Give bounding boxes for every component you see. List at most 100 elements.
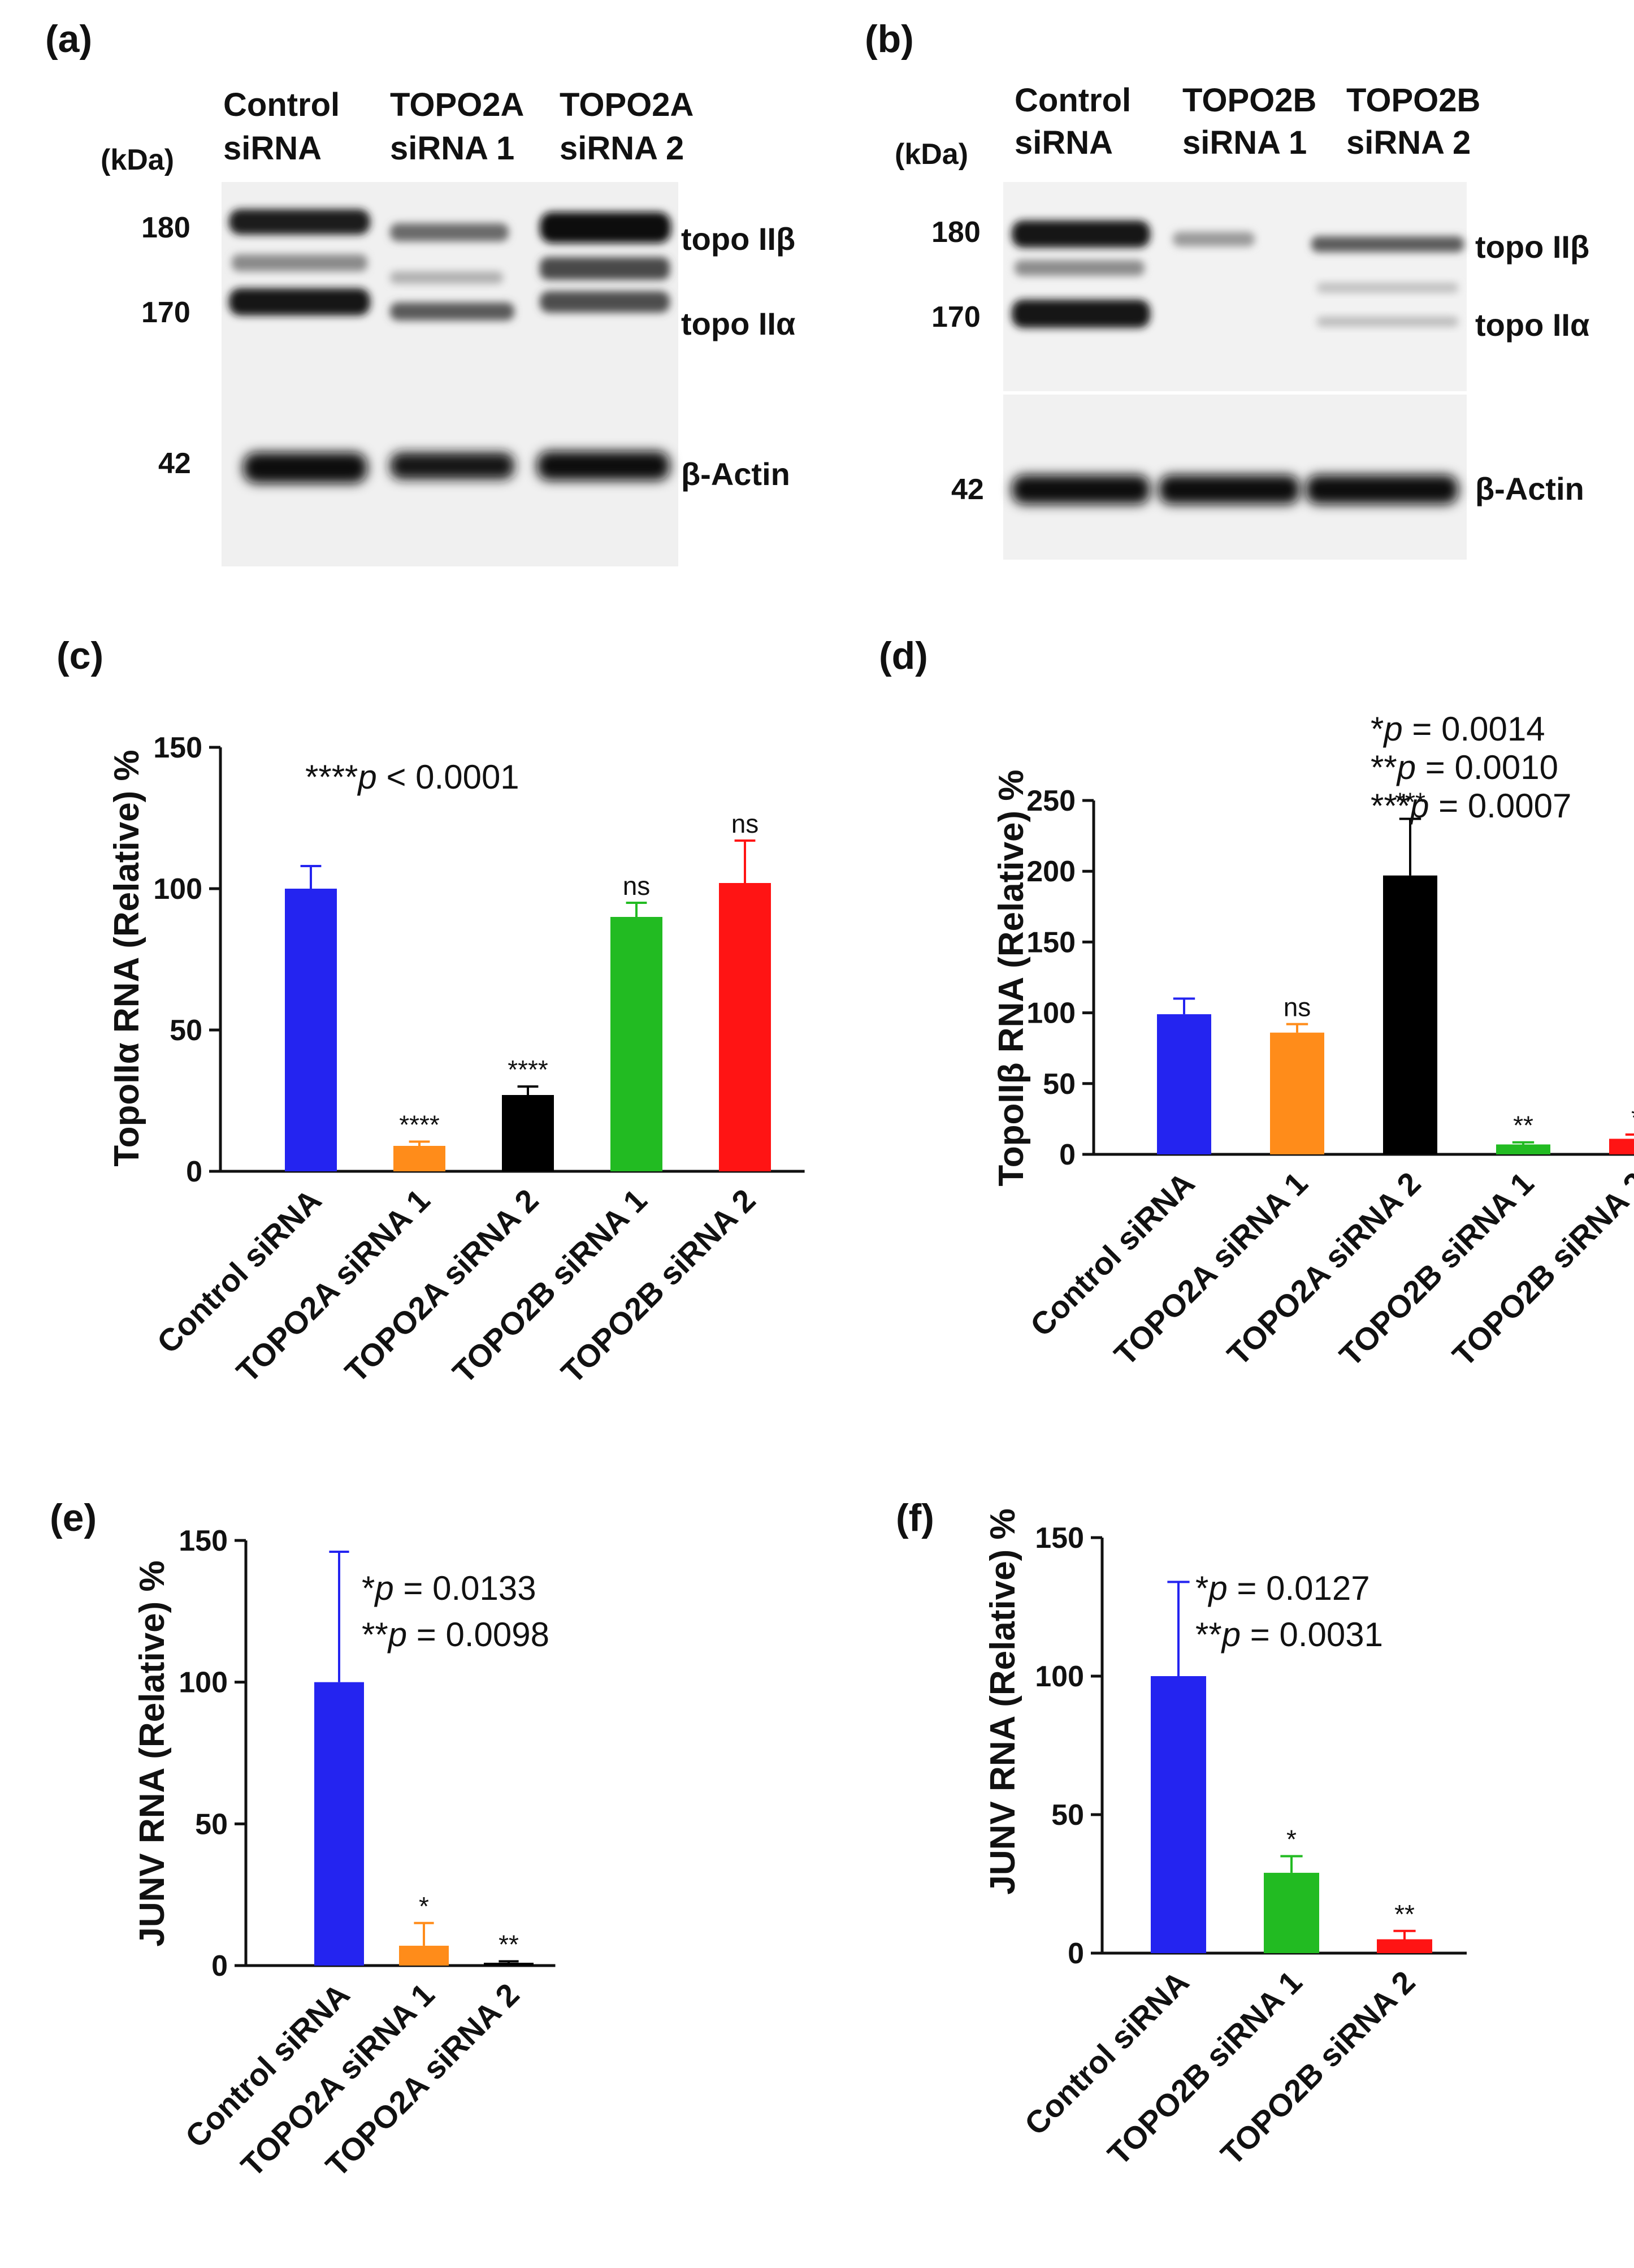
blot-a-lane-2-line-2: siRNA 1 [390, 130, 514, 167]
blot-a-lane-3-line-1: TOPO2A [560, 86, 694, 123]
bar [1151, 1676, 1206, 1953]
x-tick-label: TOPO2B siRNA 2 [554, 1182, 762, 1390]
significance-label: *** [1395, 787, 1425, 817]
blot-b-marker-180: 180 [931, 216, 981, 249]
blot-b-lane-1-line-1: Control [1015, 82, 1131, 119]
blot-b-band [1015, 260, 1145, 276]
blot-a-band [232, 254, 367, 271]
bar [1496, 1144, 1550, 1154]
p-value-symbol: p [1409, 787, 1429, 825]
blot-a-kda-label: (kDa) [101, 144, 174, 176]
significance-label: **** [508, 1055, 548, 1084]
blot-a-lane-2-line-1: TOPO2A [390, 86, 524, 123]
y-tick-label: 200 [1026, 855, 1076, 888]
blot-a-band [540, 291, 670, 313]
p-value-symbol: p [374, 1569, 393, 1607]
y-tick-label: 50 [170, 1014, 202, 1047]
p-value-number: < 0.0001 [377, 758, 519, 796]
p-value-annotation: **p = 0.0031 [1195, 1616, 1383, 1654]
blot-b-band [1012, 220, 1150, 248]
y-tick-label: 250 [1026, 785, 1076, 817]
bar [314, 1682, 364, 1966]
blot-a-band [540, 257, 670, 280]
p-value-stars: * [362, 1569, 375, 1607]
x-tick-label: TOPO2B siRNA 2 [1213, 1964, 1421, 2172]
blot-b-lane-1-line-2: siRNA [1015, 124, 1113, 161]
blot-a-membrane [222, 182, 678, 566]
blot-a-band-label-topo-iib: topo IIβ [681, 221, 795, 257]
p-value-stars: **** [305, 758, 358, 796]
blot-b-band [1173, 232, 1255, 246]
bar [484, 1962, 534, 1966]
p-value-annotation: ***p = 0.0007 [1371, 787, 1571, 825]
y-tick-label: 50 [1043, 1068, 1076, 1101]
significance-label: ** [1513, 1111, 1533, 1140]
significance-label: ns [623, 871, 651, 901]
bar [1377, 1939, 1432, 1953]
y-tick-label: 0 [1059, 1139, 1076, 1171]
blot-a-marker-42: 42 [158, 447, 191, 480]
x-tick-label: TOPO2B siRNA 2 [1445, 1165, 1634, 1373]
blot-b-kda-label: (kDa) [895, 138, 968, 171]
p-value-symbol: p [1382, 710, 1402, 748]
blot-b-marker-170: 170 [931, 301, 981, 334]
y-axis-label: JUNV RNA (Relative) % [983, 1508, 1022, 1894]
blot-b-band [1311, 236, 1464, 252]
y-axis-label: TopoIIβ RNA (Relative) % [992, 769, 1031, 1186]
x-tick-label: TOPO2A siRNA 1 [229, 1182, 437, 1390]
blot-a-band [243, 452, 367, 483]
significance-label: ** [1394, 1899, 1415, 1929]
p-value-stars: * [1371, 710, 1384, 748]
blot-b-band [1306, 475, 1458, 504]
bar [1270, 1032, 1324, 1154]
x-tick-label: TOPO2B siRNA 1 [1100, 1964, 1308, 2172]
y-tick-label: 0 [211, 1950, 228, 1983]
p-value-number: = 0.0010 [1416, 748, 1558, 786]
p-value-annotation: *p = 0.0014 [1371, 710, 1545, 748]
p-value-number: = 0.0007 [1429, 787, 1571, 825]
x-tick-label: TOPO2A siRNA 2 [1220, 1165, 1428, 1373]
blot-b-lane-2-line-1: TOPO2B [1182, 82, 1316, 119]
p-value-number: = 0.0133 [394, 1569, 536, 1607]
x-tick-label: TOPO2B siRNA 1 [445, 1182, 653, 1390]
panel-label: (c) [57, 634, 103, 677]
p-value-symbol: p [1221, 1616, 1241, 1654]
blot-b-band [1159, 475, 1300, 504]
blot-a-band [540, 212, 671, 243]
blot-a-lane-3-line-2: siRNA 2 [560, 130, 684, 167]
panel-label: (f) [896, 1496, 934, 1539]
y-tick-label: 150 [179, 1525, 228, 1557]
blot-a-band [390, 223, 509, 241]
chart-panel-c: (c)TopoIIα RNA (Relative) %050100150Cont… [57, 634, 805, 1390]
bar [393, 1146, 445, 1171]
blot-b-band [1012, 475, 1150, 504]
significance-label: * [1286, 1825, 1297, 1854]
y-axis-label: JUNV RNA (Relative) % [133, 1560, 172, 1946]
p-value-stars: ** [1195, 1616, 1222, 1654]
p-value-symbol: p [357, 758, 376, 796]
y-tick-label: 100 [1026, 997, 1076, 1030]
blot-a-band [229, 288, 370, 315]
significance-label: ** [499, 1929, 519, 1959]
blot-b-lane-3-line-1: TOPO2B [1346, 82, 1480, 119]
blot-a-band [390, 302, 514, 321]
bar [719, 883, 771, 1171]
bar [1264, 1872, 1319, 1953]
blot-b-band [1317, 283, 1458, 293]
p-value-symbol: p [1207, 1569, 1227, 1607]
y-tick-label: 150 [153, 732, 202, 764]
x-tick-label: TOPO2B siRNA 1 [1332, 1165, 1540, 1373]
p-value-stars: ** [362, 1616, 388, 1654]
y-tick-label: 50 [1051, 1799, 1084, 1832]
x-tick-label: TOPO2A siRNA 2 [338, 1182, 545, 1390]
blot-panel-a: (a) Control siRNA TOPO2A siRNA 1 TOPO2A … [45, 18, 795, 566]
y-tick-label: 150 [1026, 926, 1076, 959]
y-tick-label: 100 [153, 873, 202, 906]
p-value-stars: ** [1371, 748, 1397, 786]
panel-label: (d) [879, 634, 928, 677]
blot-b-band [1012, 300, 1150, 328]
p-value-stars: * [1195, 1569, 1208, 1607]
blot-a-marker-180: 180 [141, 211, 190, 244]
p-value-number: = 0.0098 [407, 1616, 549, 1654]
